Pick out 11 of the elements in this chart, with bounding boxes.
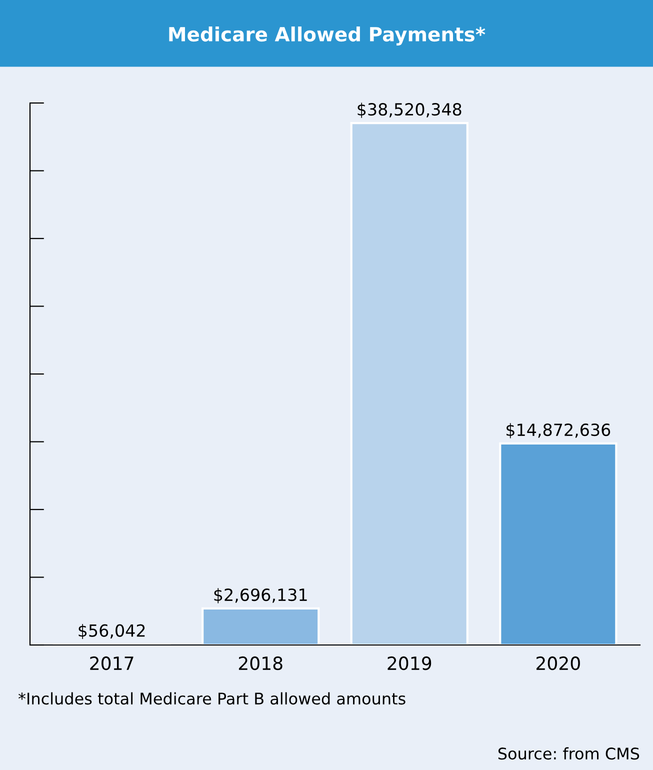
source-note: Source: from CMS	[498, 747, 640, 760]
chart-title: Medicare Allowed Payments*	[169, 26, 486, 46]
data-label: $14,872,636	[506, 423, 610, 438]
x-tick-label: 2019	[388, 656, 432, 670]
data-label: $2,696,131	[214, 588, 307, 604]
x-tick-label: 2017	[90, 656, 134, 670]
data-label: $56,042	[78, 624, 145, 640]
text: *Includes total Medicare Part B allowed amounts	[18, 692, 406, 705]
x-tick-label: 2020	[536, 656, 580, 670]
x-tick-label: 2018	[238, 656, 282, 670]
data-label: $38,520,348	[358, 102, 462, 118]
